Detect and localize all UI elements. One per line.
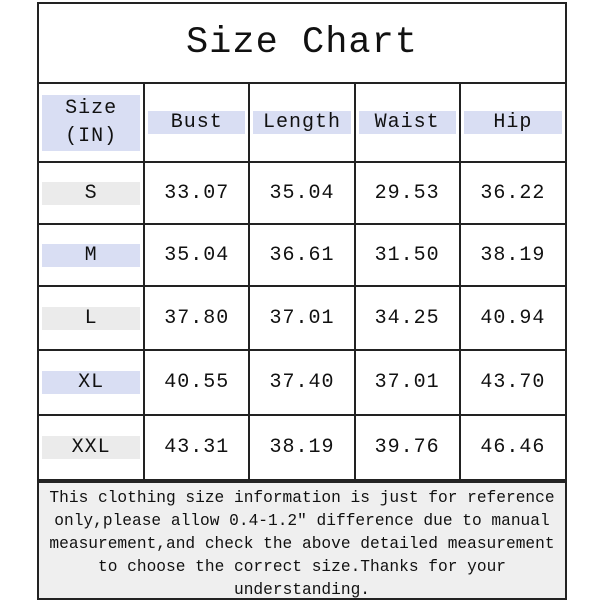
bust-cell: 37.80 bbox=[143, 285, 251, 351]
table-row: L 37.80 37.01 34.25 40.94 bbox=[39, 285, 565, 351]
bust-cell: 40.55 bbox=[143, 349, 251, 416]
chart-title: Size Chart bbox=[39, 4, 565, 84]
header-waist: Waist bbox=[353, 84, 461, 163]
bust-cell: 33.07 bbox=[143, 161, 251, 225]
header-size-unit: (IN) bbox=[65, 124, 118, 148]
hip-cell: 40.94 bbox=[458, 285, 565, 351]
bust-cell: 35.04 bbox=[143, 223, 251, 287]
size-cell: XXL bbox=[39, 414, 146, 481]
size-chart: Size Chart Size (IN) Bust Length Waist H… bbox=[37, 2, 567, 600]
waist-cell: 29.53 bbox=[353, 161, 461, 225]
table-row: S 33.07 35.04 29.53 36.22 bbox=[39, 161, 565, 225]
header-size-label: Size bbox=[65, 96, 118, 120]
size-cell: L bbox=[39, 285, 146, 351]
length-cell: 38.19 bbox=[248, 414, 356, 481]
waist-cell: 34.25 bbox=[353, 285, 461, 351]
length-cell: 36.61 bbox=[248, 223, 356, 287]
header-bust: Bust bbox=[143, 84, 251, 163]
length-cell: 37.01 bbox=[248, 285, 356, 351]
hip-cell: 38.19 bbox=[458, 223, 565, 287]
size-cell: XL bbox=[39, 349, 146, 416]
header-length: Length bbox=[248, 84, 356, 163]
length-cell: 35.04 bbox=[248, 161, 356, 225]
header-size: Size (IN) bbox=[39, 84, 146, 163]
length-cell: 37.40 bbox=[248, 349, 356, 416]
table-row: XXL 43.31 38.19 39.76 46.46 bbox=[39, 414, 565, 481]
hip-cell: 36.22 bbox=[458, 161, 565, 225]
bust-cell: 43.31 bbox=[143, 414, 251, 481]
table-row: XL 40.55 37.40 37.01 43.70 bbox=[39, 349, 565, 416]
header-hip: Hip bbox=[458, 84, 565, 163]
size-note: This clothing size information is just f… bbox=[39, 481, 565, 599]
waist-cell: 37.01 bbox=[353, 349, 461, 416]
waist-cell: 39.76 bbox=[353, 414, 461, 481]
size-cell: S bbox=[39, 161, 146, 225]
table-row: M 35.04 36.61 31.50 38.19 bbox=[39, 223, 565, 287]
hip-cell: 46.46 bbox=[458, 414, 565, 481]
header-row: Size (IN) Bust Length Waist Hip bbox=[39, 84, 565, 163]
size-cell: M bbox=[39, 223, 146, 287]
size-table: Size (IN) Bust Length Waist Hip S 33.07 … bbox=[39, 84, 565, 481]
waist-cell: 31.50 bbox=[353, 223, 461, 287]
hip-cell: 43.70 bbox=[458, 349, 565, 416]
